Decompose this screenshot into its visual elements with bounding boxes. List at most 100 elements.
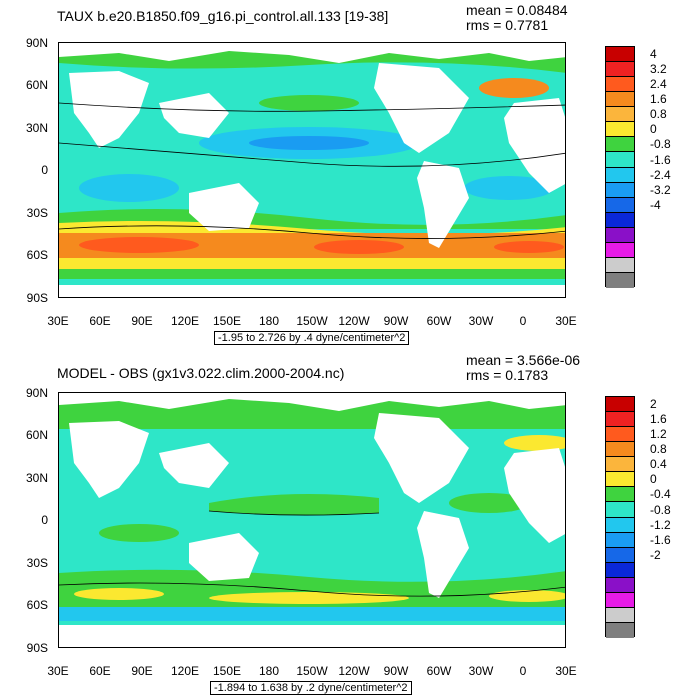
lat-label: 90S (26, 291, 48, 305)
lon-label: 150W (296, 314, 328, 328)
lat-label: 90N (25, 386, 48, 400)
lon-label: 60E (89, 664, 111, 678)
colorbar-swatch (606, 272, 634, 288)
panel1-subtitle: -1.95 to 2.726 by .4 dyne/centimeter^2 (214, 331, 410, 345)
lat-label: 30S (26, 556, 48, 570)
lat-label: 30S (26, 206, 48, 220)
panel2-map (58, 392, 566, 648)
colorbar-swatch (606, 47, 634, 63)
colorbar-label: 1.6 (650, 412, 667, 427)
colorbar-swatch (606, 122, 634, 138)
lon-label: 60W (426, 314, 452, 328)
lon-label: 0 (519, 664, 527, 678)
colorbar-swatch (606, 77, 634, 93)
colorbar-swatch (606, 167, 634, 183)
lon-label: 150W (296, 664, 328, 678)
lon-label: 30E (555, 664, 577, 678)
colorbar-swatch (606, 197, 634, 213)
panel2-rms: rms = 0.1783 (466, 367, 549, 383)
colorbar-label: 3.2 (650, 62, 667, 77)
lon-label: 120E (170, 314, 200, 328)
colorbar-swatch (606, 137, 634, 153)
colorbar-swatch (606, 517, 634, 533)
colorbar-swatch (606, 502, 634, 518)
colorbar-label: -1.6 (650, 532, 671, 547)
colorbar-label: -2.4 (650, 167, 671, 182)
lon-label: 0 (519, 314, 527, 328)
lat-label: 90S (26, 641, 48, 655)
colorbar-swatch (606, 92, 634, 108)
lat-label: 30N (25, 121, 48, 135)
panel2-subtitle: -1.894 to 1.638 by .2 dyne/centimeter^2 (210, 681, 412, 695)
lat-label: 30N (25, 471, 48, 485)
colorbar-swatch (606, 397, 634, 413)
panel1-mean: mean = 0.08484 (466, 2, 568, 18)
colorbar-label: 0 (650, 472, 657, 487)
colorbar-label: 1.6 (650, 92, 667, 107)
colorbar-swatch (606, 257, 634, 273)
lat-label: 60S (26, 598, 48, 612)
colorbar-swatch (606, 532, 634, 548)
colorbar-swatch (606, 62, 634, 78)
colorbar-swatch (606, 442, 634, 458)
panel2-title: MODEL - OBS (gx1v3.022.clim.2000-2004.nc… (57, 365, 345, 381)
colorbar-label: -1.6 (650, 152, 671, 167)
colorbar-swatch (606, 182, 634, 198)
panel1-title: TAUX b.e20.B1850.f09_g16.pi_control.all.… (57, 8, 389, 24)
colorbar-label: 2 (650, 397, 657, 412)
colorbar-label: 0.8 (650, 107, 667, 122)
lon-label: 90E (131, 664, 153, 678)
colorbar-swatch (606, 622, 634, 638)
colorbar-label: 4 (650, 47, 657, 62)
lon-label: 60W (426, 664, 452, 678)
colorbar-swatch (606, 487, 634, 503)
lon-label: 30E (47, 314, 69, 328)
lon-label: 120W (338, 314, 370, 328)
lon-label: 120E (170, 664, 200, 678)
colorbar-swatch (606, 427, 634, 443)
colorbar-swatch (606, 457, 634, 473)
lat-label: 90N (25, 36, 48, 50)
colorbar-label: 0.8 (650, 442, 667, 457)
lon-label: 120W (338, 664, 370, 678)
colorbar-swatch (606, 607, 634, 623)
lon-label: 30E (555, 314, 577, 328)
panel1-map (58, 42, 566, 298)
lat-label: 60S (26, 248, 48, 262)
colorbar-label: 2.4 (650, 77, 667, 92)
colorbar-label: -3.2 (650, 182, 671, 197)
panel1-colorbar (605, 46, 635, 288)
lon-label: 60E (89, 314, 111, 328)
lon-label: 30E (47, 664, 69, 678)
colorbar-label: 0.4 (650, 457, 667, 472)
colorbar-label: -0.8 (650, 502, 671, 517)
colorbar-swatch (606, 227, 634, 243)
colorbar-swatch (606, 472, 634, 488)
colorbar-swatch (606, 212, 634, 228)
lat-label: 0 (41, 163, 48, 177)
colorbar-label: -1.2 (650, 517, 671, 532)
lon-label: 150E (212, 314, 242, 328)
colorbar-label: -2 (650, 547, 661, 562)
lon-label: 90W (383, 314, 409, 328)
colorbar-swatch (606, 547, 634, 563)
lon-label: 150E (212, 664, 242, 678)
panel2-mean: mean = 3.566e-06 (466, 352, 581, 368)
lon-label: 90E (131, 314, 153, 328)
colorbar-label: -0.8 (650, 137, 671, 152)
colorbar-swatch (606, 577, 634, 593)
colorbar-swatch (606, 562, 634, 578)
colorbar-label: -0.4 (650, 487, 671, 502)
colorbar-swatch (606, 242, 634, 258)
colorbar-swatch (606, 152, 634, 168)
lon-label: 30W (468, 664, 494, 678)
colorbar-swatch (606, 107, 634, 123)
colorbar-label: 0 (650, 122, 657, 137)
colorbar-swatch (606, 412, 634, 428)
lat-label: 60N (25, 78, 48, 92)
lat-label: 60N (25, 428, 48, 442)
lon-label: 180 (258, 664, 280, 678)
lat-label: 0 (41, 513, 48, 527)
lon-label: 90W (383, 664, 409, 678)
lon-label: 180 (258, 314, 280, 328)
